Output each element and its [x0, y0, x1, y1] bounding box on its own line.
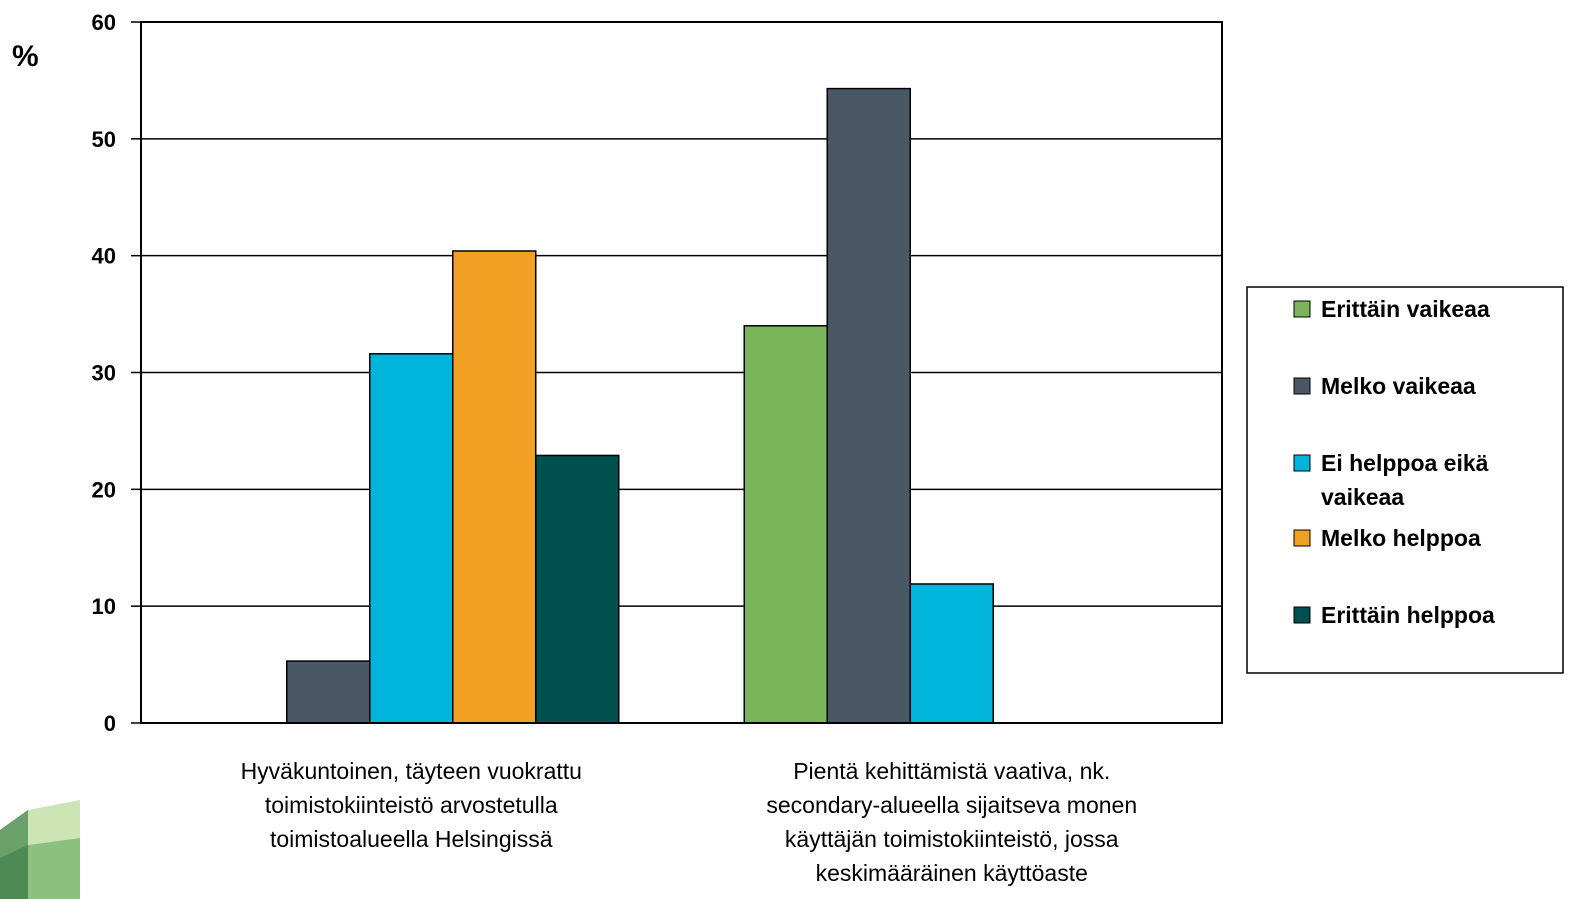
bars	[286, 87, 994, 724]
legend-label: Erittäin vaikeaa	[1321, 296, 1490, 322]
legend-swatch	[1293, 300, 1311, 318]
legend-swatch	[1293, 606, 1311, 624]
cube-logo-icon	[0, 800, 80, 899]
legend-label: Melko vaikeaa	[1321, 373, 1476, 399]
y-tick-label: 60	[92, 10, 116, 35]
category-label: Hyväkuntoinen, täyteen vuokrattu	[241, 758, 582, 784]
legend-items: Erittäin vaikeaa Melko vaikeaa Ei helppoa …	[1293, 296, 1495, 628]
bar	[452, 250, 537, 724]
legend-label: Ei helppoa eikä	[1321, 450, 1489, 476]
legend-swatch	[1293, 529, 1311, 547]
category-label: toimistokiinteistö arvostetulla	[265, 792, 558, 818]
y-tick-label: 0	[104, 711, 116, 736]
category-label: toimistoalueella Helsingissä	[270, 826, 553, 852]
category-label: Pientä kehittämistä vaativa, nk.	[793, 758, 1110, 784]
category-label: secondary-alueella sijaitseva monen	[766, 792, 1137, 818]
legend-swatch	[1293, 454, 1311, 472]
y-axis-ticks: 0 10 20 30 40 50 60	[92, 10, 141, 736]
y-tick-label: 40	[92, 244, 116, 269]
bar	[743, 325, 828, 724]
bar	[535, 454, 620, 724]
legend-label: vaikeaa	[1321, 484, 1404, 510]
y-tick-label: 30	[92, 361, 116, 386]
bar	[909, 583, 994, 724]
y-tick-label: 10	[92, 594, 116, 619]
legend-label: Erittäin helppoa	[1321, 602, 1495, 628]
bar	[369, 353, 454, 724]
legend: Erittäin vaikeaa Melko vaikeaa Ei helppoa …	[1246, 286, 1564, 674]
grid-lines	[141, 138, 1222, 607]
category-label: käyttäjän toimistokiinteistö, jossa	[785, 826, 1119, 852]
bar	[286, 660, 371, 724]
legend-swatch	[1293, 377, 1311, 395]
bar	[826, 87, 911, 724]
y-axis-label: %	[12, 40, 39, 73]
y-tick-label: 50	[92, 127, 116, 152]
y-tick-label: 20	[92, 477, 116, 502]
category-label: keskimääräinen käyttöaste	[816, 860, 1088, 886]
legend-label: Melko helppoa	[1321, 525, 1481, 551]
category-labels: Hyväkuntoinen, täyteen vuokrattu toimisto…	[241, 758, 1138, 886]
